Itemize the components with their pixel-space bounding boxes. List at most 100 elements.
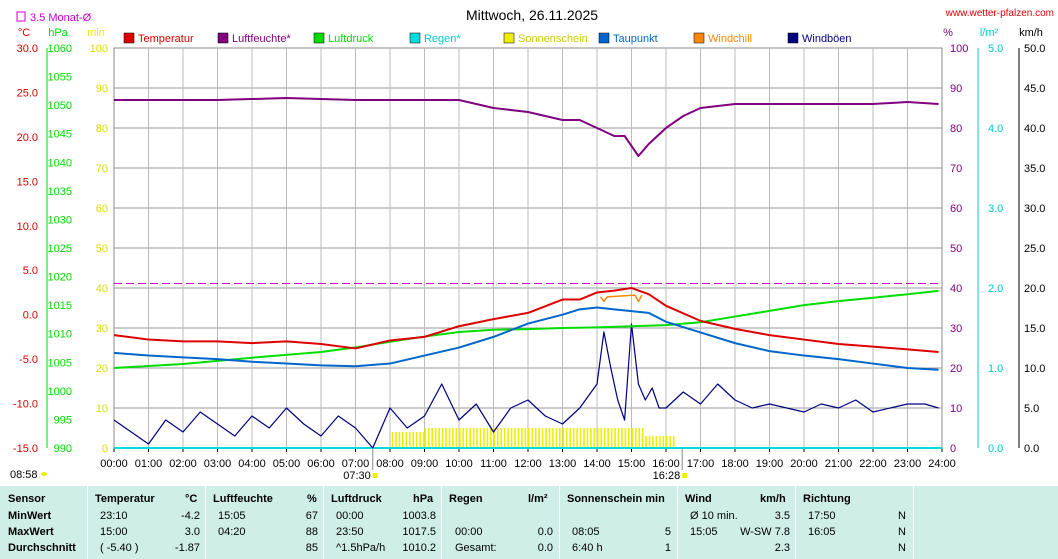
sunshine-bar (576, 428, 578, 448)
sunshine-bar (462, 428, 465, 448)
sunshine-bar (641, 436, 644, 448)
tick-label-rain: 1.0 (988, 363, 1003, 375)
series-line (114, 97, 939, 157)
tick-label-pressure: 1025 (48, 243, 72, 255)
x-tick-label: 00:00 (100, 458, 128, 470)
sunshine-bar (579, 428, 582, 448)
sunshine-bar (469, 428, 471, 448)
tick-label-wind: 50.0 (1024, 43, 1045, 55)
sunshine-bar (672, 436, 675, 448)
sunshine-bar (486, 428, 489, 448)
table-cell-sun-val: 1 (664, 542, 671, 554)
sunshine-bar (659, 436, 661, 448)
sunshine-bar (610, 428, 613, 448)
update-time: 08:58 (10, 469, 38, 481)
tick-label-wind: 45.0 (1024, 83, 1045, 95)
sunshine-bar (391, 432, 394, 448)
sunshine-bar (572, 428, 575, 448)
tick-label-wind: 35.0 (1024, 163, 1045, 175)
tick-label-pressure: 1045 (48, 129, 72, 141)
sunshine-bar (524, 428, 527, 448)
tick-label-temperature: -15.0 (13, 443, 38, 455)
tick-label-sunshine: 60 (96, 203, 108, 215)
x-tick-label: 12:00 (514, 458, 542, 470)
tick-label-pressure: 1010 (48, 329, 72, 341)
x-tick-label: 13:00 (549, 458, 577, 470)
legend-swatch (693, 32, 705, 44)
table-cell-wind-val: 3.5 (774, 510, 790, 522)
tick-label-temperature: -10.0 (13, 399, 38, 411)
grid-group (113, 47, 943, 449)
tick-label-rain: 2.0 (988, 283, 1003, 295)
sunshine-bar (445, 428, 447, 448)
sunshine-bar (452, 428, 454, 448)
tick-label-pressure: 1060 (48, 43, 72, 55)
tick-label-rain: 5.0 (988, 43, 1003, 55)
axis-unit-temperature: °C (18, 27, 30, 39)
tick-label-pressure: 1030 (48, 214, 72, 226)
x-tick-label: 19:00 (756, 458, 784, 470)
tick-label-wind: 15.0 (1024, 323, 1045, 335)
tick-label-sunshine: 90 (96, 83, 108, 95)
sunshine-bar (559, 428, 561, 448)
tick-label-sunshine: 10 (96, 403, 108, 415)
legend-label: Luftdruck (328, 33, 374, 45)
tick-label-pressure: 1005 (48, 357, 72, 369)
sunshine-bar (398, 432, 401, 448)
tick-label-pressure: 1020 (48, 272, 72, 284)
table-cell-wind-time: 15:05 (690, 526, 718, 538)
table-cell-temp-val: -1.87 (174, 542, 200, 554)
legend-label: Windböen (802, 33, 852, 45)
x-tick-label: 08:00 (376, 458, 404, 470)
legend-swatch (409, 32, 421, 44)
row-label-max: MaxWert (8, 526, 54, 538)
table-cell-sun-time: 6:40 h (572, 542, 603, 554)
sunset-label: 16:28 (653, 470, 681, 482)
x-tick-label: 23:00 (894, 458, 922, 470)
series-line (113, 323, 939, 449)
sunshine-bar (500, 428, 502, 448)
axis-unit-wind: km/h (1019, 27, 1043, 39)
stats-table: Sensor Temperatur °C Luftfeuchte % Luftd… (0, 486, 1058, 559)
sunshine-bar (638, 428, 640, 448)
series-group (113, 97, 942, 449)
sun-markers: 07:30 16:28 08:58 (10, 448, 688, 482)
sunshine-bar (583, 428, 585, 448)
tick-label-humidity: 40 (950, 283, 962, 295)
sunshine-bar (666, 436, 668, 448)
header-temperature: Temperatur (95, 493, 155, 505)
table-cell-dir-time: 16:05 (808, 526, 836, 538)
sunshine-bar (645, 436, 647, 448)
table-cell-rain-val: 0.0 (537, 526, 553, 538)
table-divider (205, 486, 206, 559)
tick-label-sunshine: 100 (90, 43, 108, 55)
sunshine-bar (628, 428, 630, 448)
x-tick-label: 07:00 (342, 458, 370, 470)
sunshine-bar (483, 428, 485, 448)
sunshine-bar (514, 428, 516, 448)
tick-label-wind: 5.0 (1024, 403, 1039, 415)
tick-label-wind: 10.0 (1024, 363, 1045, 375)
sunshine-bar (652, 436, 654, 448)
tick-label-humidity: 60 (950, 203, 962, 215)
table-cell-press-val: 1003.8 (402, 510, 436, 522)
sunshine-bar (431, 428, 433, 448)
legend-label: Windchill (708, 33, 752, 45)
header-sensor: Sensor (8, 493, 46, 505)
sunshine-bar (476, 428, 478, 448)
sunshine-bar (631, 428, 634, 448)
tick-label-temperature: 0.0 (23, 310, 38, 322)
tick-label-rain: 3.0 (988, 203, 1003, 215)
table-divider (913, 486, 914, 559)
site-link[interactable]: www.wetter-pfalzen.com (945, 8, 1054, 19)
table-cell-hum-val: 85 (305, 542, 318, 554)
sunshine-bar (438, 428, 440, 448)
table-divider (87, 486, 88, 559)
sunshine-bar (621, 428, 623, 448)
sunshine-bar (415, 432, 418, 448)
x-tick-label: 16:00 (652, 458, 680, 470)
tick-label-temperature: 30.0 (17, 43, 38, 55)
sunshine-bar (634, 428, 637, 448)
legend-label: Sonnenschein (518, 33, 588, 45)
sunshine-bar (531, 428, 534, 448)
